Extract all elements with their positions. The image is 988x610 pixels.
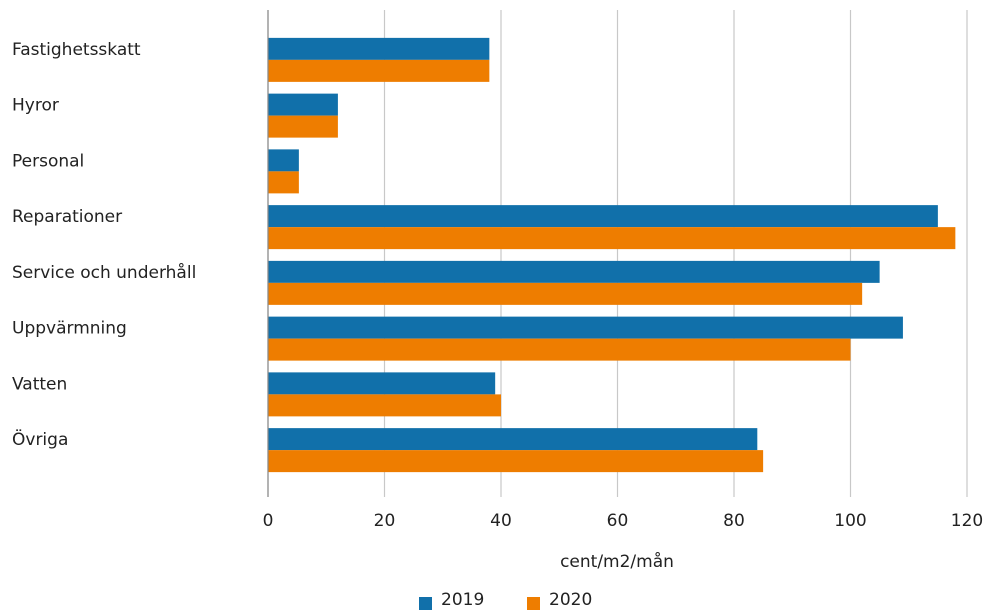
bar xyxy=(268,394,501,417)
legend-swatch xyxy=(527,597,540,610)
bar xyxy=(268,450,764,473)
y-tick-label: Vatten xyxy=(12,374,67,394)
bar xyxy=(268,205,938,228)
legend-label: 2019 xyxy=(441,590,484,610)
bar xyxy=(268,149,299,172)
bar xyxy=(268,227,956,250)
bar xyxy=(268,115,338,138)
x-axis-label: cent/m2/mån xyxy=(560,551,674,572)
legend-swatch xyxy=(419,597,432,610)
y-tick-label: Övriga xyxy=(12,428,68,450)
bar xyxy=(268,338,851,361)
bar xyxy=(268,93,338,116)
bar xyxy=(268,171,299,194)
bar xyxy=(268,282,863,305)
x-tick-label: 0 xyxy=(263,511,274,531)
x-tick-label: 80 xyxy=(723,511,745,531)
x-tick-label: 100 xyxy=(834,511,866,531)
x-tick-label: 20 xyxy=(374,511,396,531)
bar xyxy=(268,37,490,60)
y-tick-label: Service och underhåll xyxy=(12,262,196,283)
bar xyxy=(268,372,496,395)
y-tick-label: Reparationer xyxy=(12,207,122,227)
bar xyxy=(268,316,903,339)
x-tick-label: 60 xyxy=(607,511,629,531)
legend-label: 2020 xyxy=(549,590,592,610)
x-tick-label: 120 xyxy=(951,511,983,531)
y-tick-label: Hyror xyxy=(12,96,59,116)
bar xyxy=(268,428,758,451)
y-tick-label: Fastighetsskatt xyxy=(12,40,141,60)
bar xyxy=(268,59,490,82)
bar xyxy=(268,260,880,283)
y-tick-label: Personal xyxy=(12,151,84,171)
x-tick-label: 40 xyxy=(490,511,512,531)
y-tick-label: Uppvärmning xyxy=(12,319,127,339)
